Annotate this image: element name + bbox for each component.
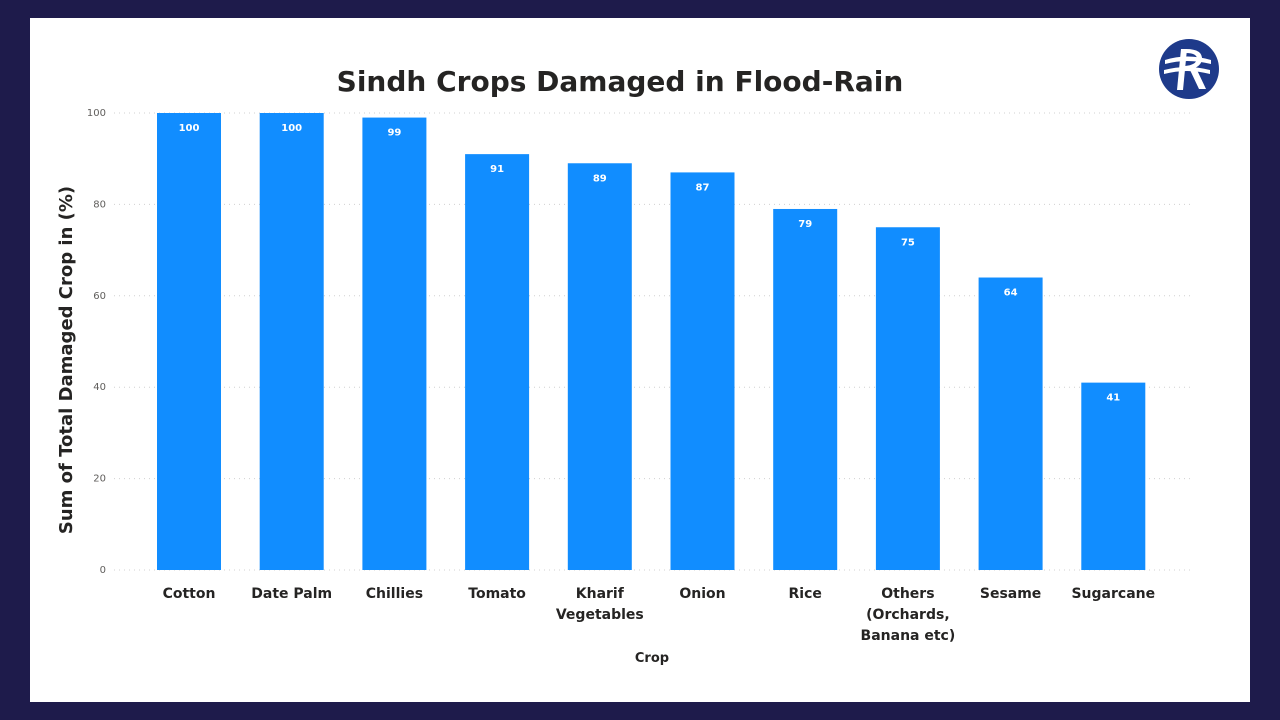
x-tick-label-line: Tomato bbox=[468, 586, 526, 602]
x-tick-label-line: Kharif bbox=[576, 586, 625, 602]
x-tick-label-line: Rice bbox=[789, 586, 822, 602]
x-axis-label: Crop bbox=[635, 651, 669, 666]
y-axis-ticks: 0 20 40 60 80 100 bbox=[87, 108, 106, 576]
chart-title: Sindh Crops Damaged in Flood-Rain bbox=[337, 65, 904, 98]
r-logo-icon bbox=[1159, 39, 1219, 99]
x-tick-label-line: Sugarcane bbox=[1071, 586, 1155, 602]
bar-data-label: 99 bbox=[387, 128, 401, 139]
bar[interactable] bbox=[567, 163, 632, 570]
x-tick-label: Tomato bbox=[468, 586, 526, 602]
bars bbox=[157, 113, 1146, 570]
bar-data-label: 79 bbox=[798, 219, 812, 230]
x-tick-label-line: Others bbox=[881, 586, 934, 602]
y-tick-label: 100 bbox=[87, 108, 106, 119]
bar-data-label: 87 bbox=[696, 182, 710, 193]
x-tick-label: Chillies bbox=[366, 586, 423, 602]
bar[interactable] bbox=[773, 208, 838, 570]
bar-data-label: 64 bbox=[1004, 288, 1018, 299]
x-tick-label-line: Chillies bbox=[366, 586, 423, 602]
x-tick-label: Kharif Vegetables bbox=[556, 586, 644, 623]
y-tick-label: 40 bbox=[93, 382, 106, 393]
chart-card: 0 20 40 60 80 100 100 100 99 91 89 87 79 75 64 41 Cott… bbox=[30, 18, 1250, 702]
y-tick-label: 60 bbox=[93, 291, 106, 302]
bar-data-label: 89 bbox=[593, 173, 607, 184]
y-tick-label: 80 bbox=[93, 199, 106, 210]
bar[interactable] bbox=[978, 277, 1043, 570]
x-tick-label-line: Sesame bbox=[980, 586, 1041, 602]
bar[interactable] bbox=[259, 113, 324, 570]
bar[interactable] bbox=[670, 172, 735, 570]
x-tick-label-line: Banana etc) bbox=[861, 628, 956, 644]
x-axis-ticks: Cotton Date Palm Chillies Tomato Kharif Veget… bbox=[163, 586, 1156, 644]
bar-data-label: 91 bbox=[490, 164, 504, 175]
bar-chart: 0 20 40 60 80 100 100 100 99 91 89 87 79 75 64 41 Cott… bbox=[56, 39, 1219, 666]
bar[interactable] bbox=[362, 117, 427, 570]
x-tick-label: Sesame bbox=[980, 586, 1041, 602]
bar[interactable] bbox=[1081, 382, 1146, 570]
data-labels: 100 100 99 91 89 87 79 75 64 41 bbox=[179, 123, 1121, 404]
x-tick-label: Others (Orchards, Banana etc) bbox=[861, 586, 956, 644]
x-tick-label: Rice bbox=[789, 586, 822, 602]
x-tick-label: Date Palm bbox=[251, 586, 332, 602]
y-axis-label: Sum of Total Damaged Crop in (%) bbox=[56, 186, 77, 534]
bar[interactable] bbox=[157, 113, 221, 570]
x-tick-label-line: Vegetables bbox=[556, 607, 644, 623]
bar[interactable] bbox=[465, 154, 530, 570]
x-tick-label-line: Cotton bbox=[163, 586, 216, 602]
x-tick-label-line: Onion bbox=[679, 586, 725, 602]
bar[interactable] bbox=[875, 227, 940, 570]
x-tick-label: Cotton bbox=[163, 586, 216, 602]
x-tick-label-line: Date Palm bbox=[251, 586, 332, 602]
y-tick-label: 20 bbox=[93, 474, 106, 485]
x-tick-label: Sugarcane bbox=[1071, 586, 1155, 602]
y-tick-label: 0 bbox=[100, 565, 106, 576]
x-tick-label-line: (Orchards, bbox=[866, 607, 950, 623]
x-tick-label: Onion bbox=[679, 586, 725, 602]
bar-data-label: 41 bbox=[1106, 393, 1120, 404]
bar-data-label: 75 bbox=[901, 237, 915, 248]
bar-data-label: 100 bbox=[179, 123, 200, 134]
bar-data-label: 100 bbox=[281, 123, 302, 134]
